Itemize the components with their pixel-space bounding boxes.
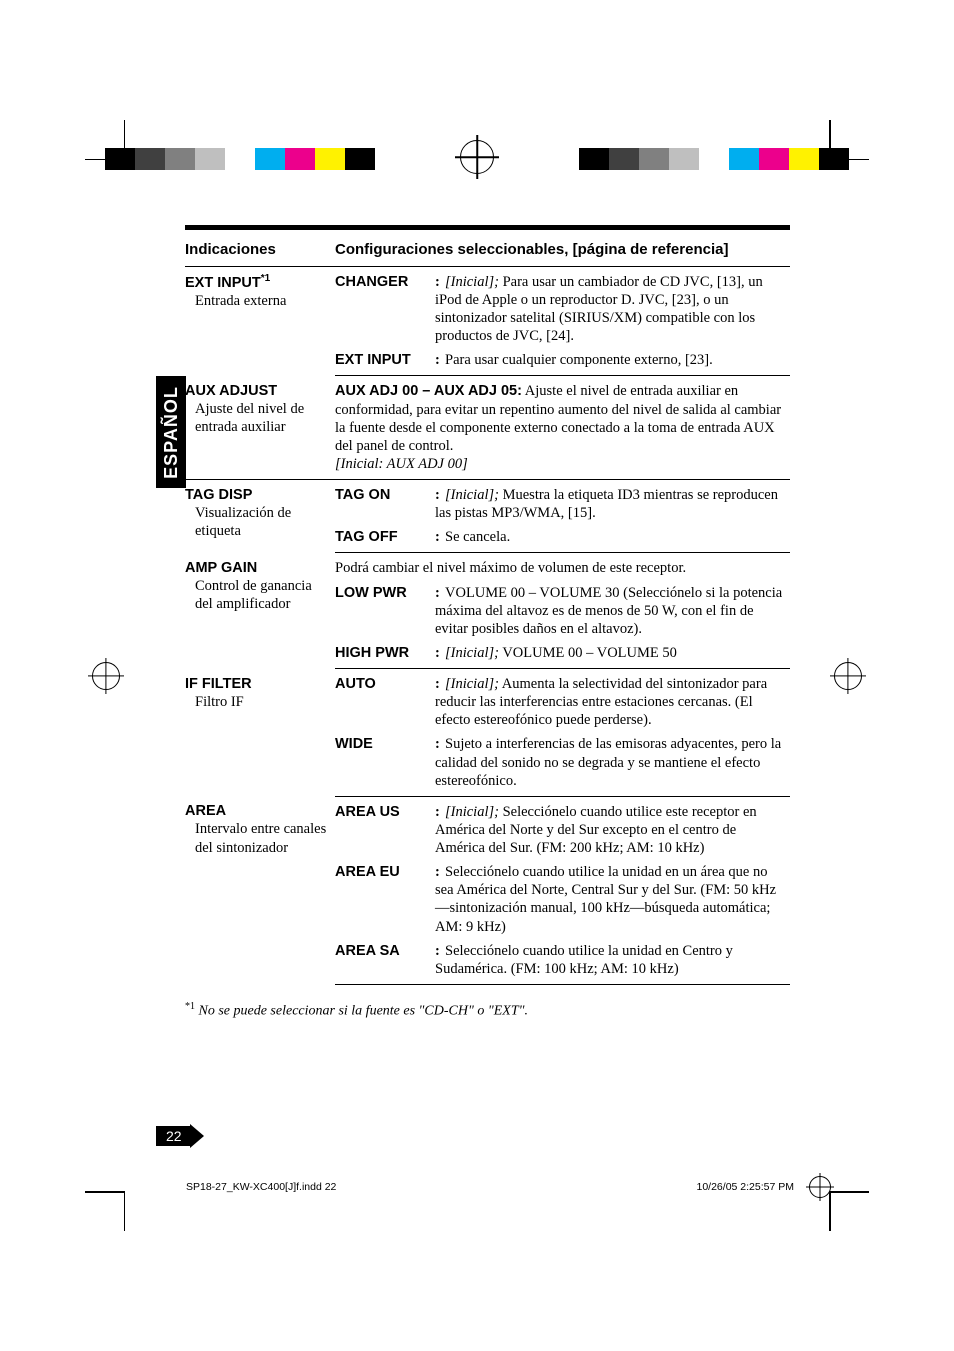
indication-title: AREA	[185, 803, 226, 819]
setting-description: :VOLUME 00 – VOLUME 30 (Selecciónelo si …	[435, 578, 790, 638]
printer-colorbar-row	[0, 140, 954, 180]
colorbar-swatch	[699, 148, 729, 170]
indication-title: IF FILTER	[185, 676, 252, 692]
setting-indication: AUX ADJUSTAjuste del nivel de entrada au…	[185, 376, 335, 480]
setting-indication: IF FILTERFiltro IF	[185, 669, 335, 797]
setting-description: :[Inicial]; Aumenta la selectividad del …	[435, 669, 790, 730]
page-body: Indicaciones Configuraciones seleccionab…	[185, 225, 790, 1020]
setting-description: :[Inicial]; Para usar un cambiador de CD…	[435, 266, 790, 345]
indication-sub: Ajuste del nivel de entrada auxiliar	[185, 400, 329, 436]
colorbar-swatch	[195, 148, 225, 170]
colorbar-left	[105, 148, 375, 170]
colorbar-swatch	[579, 148, 609, 170]
page-number-tail	[190, 1124, 204, 1148]
colorbar-swatch	[669, 148, 699, 170]
colorbar-swatch	[135, 148, 165, 170]
indication-sub: Control de ganancia del amplificador	[185, 577, 329, 613]
colorbar-swatch	[639, 148, 669, 170]
col-header-indicaciones: Indicaciones	[185, 238, 335, 266]
setting-option: WIDE	[335, 729, 435, 796]
indication-sub: Intervalo entre canales del sintonizador	[185, 820, 329, 856]
indication-title: TAG DISP	[185, 487, 252, 503]
job-file: SP18-27_KW-XC400[J]f.indd 22	[186, 1181, 336, 1193]
setting-description: :Selecciónelo cuando utilice la unidad e…	[435, 857, 790, 936]
colorbar-right	[579, 148, 849, 170]
setting-description: :Selecciónelo cuando utilice la unidad e…	[435, 936, 790, 985]
setting-option: CHANGER	[335, 266, 435, 345]
setting-option: AREA SA	[335, 936, 435, 985]
setting-indication: AREAIntervalo entre canales del sintoniz…	[185, 796, 335, 984]
colorbar-swatch	[729, 148, 759, 170]
indication-title: AMP GAIN	[185, 560, 257, 576]
colorbar-swatch	[225, 148, 255, 170]
setting-indication: EXT INPUT*1Entrada externa	[185, 266, 335, 376]
colorbar-swatch	[165, 148, 195, 170]
indication-title: AUX ADJUST	[185, 383, 277, 399]
footnote-marker: *1	[185, 1001, 195, 1012]
setting-option: TAG ON	[335, 480, 435, 523]
registration-mark	[460, 140, 494, 174]
setting-indication: AMP GAINControl de ganancia del amplific…	[185, 553, 335, 669]
setting-description: :Se cancela.	[435, 522, 790, 553]
setting-option: HIGH PWR	[335, 638, 435, 669]
footnote-text: No se puede seleccionar si la fuente es …	[199, 1004, 529, 1019]
colorbar-swatch	[105, 148, 135, 170]
indication-sub: Filtro IF	[185, 693, 329, 711]
page-number: 22	[156, 1124, 204, 1148]
setting-description: :[Inicial]; VOLUME 00 – VOLUME 50	[435, 638, 790, 669]
colorbar-swatch	[315, 148, 345, 170]
registration-mark	[834, 662, 862, 690]
print-job-line: SP18-27_KW-XC400[J]f.indd 22 10/26/05 2:…	[186, 1176, 794, 1198]
colorbar-swatch	[819, 148, 849, 170]
top-rule	[185, 225, 790, 230]
crop-mark	[65, 1191, 125, 1251]
setting-description: :Sujeto a interferencias de las emisoras…	[435, 729, 790, 796]
language-tab-label: ESPAÑOL	[161, 386, 182, 479]
setting-option: TAG OFF	[335, 522, 435, 553]
setting-description: AUX ADJ 00 – AUX ADJ 05: Ajuste el nivel…	[335, 376, 790, 480]
page-number-value: 22	[156, 1126, 190, 1146]
colorbar-swatch	[345, 148, 375, 170]
setting-description: :Para usar cualquier componente externo,…	[435, 345, 790, 376]
settings-table: Indicaciones Configuraciones seleccionab…	[185, 238, 790, 985]
language-tab: ESPAÑOL	[156, 376, 186, 488]
job-time: 10/26/05 2:25:57 PM	[697, 1181, 795, 1193]
indication-sub: Visualización de etiqueta	[185, 504, 329, 540]
indication-title: EXT INPUT*1	[185, 275, 270, 291]
col-header-config: Configuraciones seleccionables, [página …	[335, 238, 790, 266]
colorbar-swatch	[255, 148, 285, 170]
footnote: *1 No se puede seleccionar si la fuente …	[185, 1001, 790, 1020]
setting-preline: Podrá cambiar el nivel máximo de volumen…	[335, 553, 790, 578]
setting-option: AUTO	[335, 669, 435, 730]
setting-option: LOW PWR	[335, 578, 435, 638]
colorbar-swatch	[759, 148, 789, 170]
setting-indication: TAG DISPVisualización de etiqueta	[185, 480, 335, 553]
colorbar-swatch	[609, 148, 639, 170]
setting-description: :[Inicial]; Selecciónelo cuando utilice …	[435, 796, 790, 857]
crop-mark	[829, 1191, 889, 1251]
setting-description: :[Inicial]; Muestra la etiqueta ID3 mien…	[435, 480, 790, 523]
registration-mark	[92, 662, 120, 690]
setting-option: AREA US	[335, 796, 435, 857]
setting-option: EXT INPUT	[335, 345, 435, 376]
colorbar-swatch	[789, 148, 819, 170]
setting-option: AREA EU	[335, 857, 435, 936]
colorbar-swatch	[285, 148, 315, 170]
indication-sub: Entrada externa	[185, 292, 329, 310]
